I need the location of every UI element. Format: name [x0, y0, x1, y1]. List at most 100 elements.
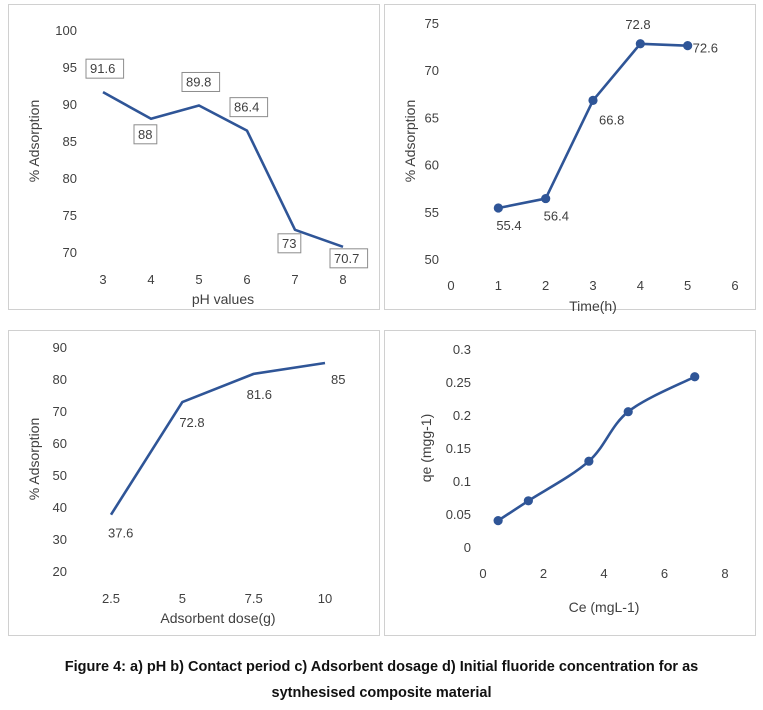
y-axis-title: % Adsorption — [26, 100, 42, 183]
y-tick-label: 0.25 — [446, 375, 471, 390]
x-tick-label: 4 — [600, 566, 607, 581]
chart-panel-dose: 20 30 40 50 60 70 80 90 2.5 5 7.5 10 Adsorbent dose(… — [8, 330, 380, 636]
data-point — [588, 95, 598, 106]
x-tick-label: 2 — [542, 278, 549, 293]
caption-line-1: Figure 4: a) pH b) Contact period c) Ads… — [64, 659, 699, 675]
data-point — [623, 407, 633, 417]
y-tick-label: 50 — [425, 252, 439, 267]
series-line — [498, 42, 688, 210]
data-point — [493, 516, 503, 526]
data-label-box — [85, 58, 125, 79]
data-label: 91.6 — [90, 61, 115, 76]
series-line — [102, 91, 344, 249]
x-tick-label: 6 — [731, 278, 738, 293]
chart-ph-svg: 70 75 80 85 90 95 100 3 4 5 6 7 8 pH values % Adsorpti… — [26, 23, 369, 307]
x-axis-title: pH values — [192, 291, 254, 307]
y-tick-label: 0.3 — [453, 342, 471, 357]
x-axis-title: Ce (mgL-1) — [569, 599, 640, 615]
y-tick-label: 0.2 — [453, 408, 471, 423]
y-tick-label: 20 — [53, 564, 67, 579]
y-tick-label: 90 — [53, 340, 67, 355]
data-label: 56.4 — [544, 209, 569, 224]
y-tick-label: 0.15 — [446, 441, 471, 456]
figure-caption: Figure 4: a) pH b) Contact period c) Ads… — [0, 654, 763, 706]
chart-panel-concentration: 0 0.05 0.1 0.15 0.2 0.25 0.3 0 2 4 6 8 Ce (mgL-1) qe … — [384, 330, 756, 636]
x-tick-label: 10 — [318, 591, 332, 606]
data-point — [493, 203, 503, 213]
data-label: 72.8 — [625, 17, 650, 32]
data-label: 73 — [282, 236, 296, 251]
data-label: 72.6 — [693, 41, 718, 56]
x-tick-label: 5 — [195, 272, 202, 287]
x-tick-label: 8 — [339, 272, 346, 287]
y-tick-label: 75 — [425, 16, 439, 31]
y-tick-label: 65 — [425, 110, 439, 125]
x-tick-label: 3 — [589, 278, 596, 293]
y-tick-label: 50 — [53, 468, 67, 483]
data-label-box — [181, 71, 221, 92]
x-tick-label: 1 — [495, 278, 502, 293]
x-tick-label: 6 — [661, 566, 668, 581]
y-tick-label: 0 — [464, 540, 471, 555]
y-tick-label: 60 — [425, 158, 439, 173]
x-tick-label: 5 — [684, 278, 691, 293]
caption-line-2: sytnhesised composite material — [271, 685, 492, 701]
x-tick-label: 7 — [291, 272, 298, 287]
y-tick-label: 100 — [55, 23, 77, 38]
data-point — [635, 39, 645, 49]
x-axis-title: Time(h) — [569, 298, 617, 314]
data-point — [690, 372, 700, 382]
data-label: 81.6 — [247, 387, 272, 402]
data-label: 70.7 — [334, 251, 359, 266]
data-label: 55.4 — [496, 218, 521, 233]
x-axis-title: Adsorbent dose(g) — [160, 610, 275, 626]
data-point — [584, 456, 594, 466]
x-tick-label: 7.5 — [245, 591, 263, 606]
y-axis-title: qe (mgg-1) — [418, 414, 434, 482]
y-tick-label: 60 — [53, 436, 67, 451]
y-tick-label: 30 — [53, 532, 67, 547]
x-tick-label: 0 — [479, 566, 486, 581]
series-line — [109, 361, 326, 516]
data-label-box — [229, 97, 269, 118]
y-tick-label: 95 — [63, 60, 77, 75]
chart-time-svg: 50 55 60 65 70 75 0 1 2 3 4 5 6 Time(h) % Adsorption 55… — [402, 16, 739, 314]
x-tick-label: 3 — [99, 272, 106, 287]
y-tick-label: 85 — [63, 134, 77, 149]
data-label: 66.8 — [599, 112, 624, 127]
y-tick-label: 70 — [53, 404, 67, 419]
y-tick-label: 90 — [63, 97, 77, 112]
y-axis-title: % Adsorption — [402, 100, 418, 183]
data-point — [683, 41, 693, 51]
data-point — [541, 193, 551, 204]
y-tick-label: 80 — [63, 171, 77, 186]
data-point — [523, 496, 533, 506]
data-label: 89.8 — [186, 74, 211, 89]
chart-panel-ph: 70 75 80 85 90 95 100 3 4 5 6 7 8 pH values % Adsorpti… — [8, 4, 380, 310]
data-label-box — [277, 233, 302, 254]
x-tick-label: 2 — [540, 566, 547, 581]
x-tick-label: 4 — [637, 278, 644, 293]
chart-concentration-svg: 0 0.05 0.1 0.15 0.2 0.25 0.3 0 2 4 6 8 Ce (mgL-1) qe … — [418, 342, 729, 615]
y-tick-label: 70 — [63, 245, 77, 260]
y-tick-label: 55 — [425, 205, 439, 220]
chart-dose-svg: 20 30 40 50 60 70 80 90 2.5 5 7.5 10 Adsorbent dose(… — [26, 340, 345, 626]
data-label: 86.4 — [234, 100, 259, 115]
data-label-box — [133, 124, 158, 145]
x-tick-label: 2.5 — [102, 591, 120, 606]
data-label: 37.6 — [108, 526, 133, 541]
y-tick-label: 0.1 — [453, 474, 471, 489]
data-label-box — [329, 248, 369, 269]
data-label: 72.8 — [179, 415, 204, 430]
data-label: 88 — [138, 127, 152, 142]
x-tick-label: 5 — [179, 591, 186, 606]
x-tick-label: 6 — [243, 272, 250, 287]
y-tick-label: 75 — [63, 208, 77, 223]
x-tick-label: 0 — [447, 278, 454, 293]
y-tick-label: 80 — [53, 372, 67, 387]
data-label: 85 — [331, 372, 345, 387]
y-tick-label: 0.05 — [446, 507, 471, 522]
x-tick-label: 8 — [721, 566, 728, 581]
y-axis-title: % Adsorption — [26, 418, 42, 501]
y-tick-label: 70 — [425, 63, 439, 78]
